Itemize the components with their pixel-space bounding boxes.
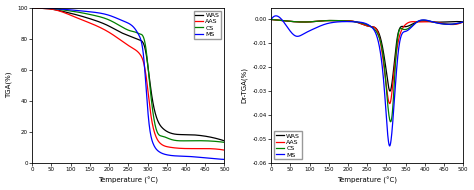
WAS (221, 140, 227, 142)
Legend: WAS, AAS, CS, MS: WAS, AAS, CS, MS (193, 11, 221, 39)
WAS (195, 134, 201, 136)
MS (34, 6, 40, 9)
AAS (221, 149, 227, 151)
CS (152, 123, 158, 125)
Line: CS: CS (271, 19, 463, 122)
Line: CS: CS (32, 7, 224, 142)
WAS (460, 21, 466, 23)
CS (388, 121, 393, 123)
CS (29, 6, 35, 9)
WAS (146, 72, 152, 75)
MS (391, 104, 397, 107)
MS (141, 60, 147, 62)
Line: MS: MS (271, 16, 463, 146)
MS (380, 72, 386, 74)
CS (280, 20, 286, 22)
AAS (146, 98, 152, 100)
MS (280, 20, 286, 22)
AAS (391, 74, 397, 76)
WAS (387, 90, 393, 92)
WAS (385, 81, 391, 83)
AAS (460, 21, 466, 23)
MS (146, 123, 152, 125)
WAS (391, 67, 397, 69)
WAS (434, 21, 439, 23)
MS (195, 156, 201, 158)
Line: AAS: AAS (271, 19, 463, 104)
CS (391, 92, 397, 94)
Line: MS: MS (32, 7, 224, 159)
MS (29, 6, 35, 9)
Line: WAS: WAS (271, 19, 463, 91)
X-axis label: Temperature (°C): Temperature (°C) (337, 177, 397, 184)
WAS (280, 20, 286, 22)
MS (385, 136, 391, 139)
WAS (141, 43, 146, 45)
Legend: WAS, AAS, CS, MS: WAS, AAS, CS, MS (274, 131, 302, 159)
MS (460, 21, 466, 23)
WAS (41, 7, 47, 10)
MS (387, 145, 392, 147)
Y-axis label: TGA(%): TGA(%) (6, 72, 12, 98)
CS (385, 103, 391, 105)
CS (434, 22, 439, 24)
CS (195, 140, 201, 142)
AAS (387, 102, 392, 105)
WAS (152, 110, 157, 112)
MS (273, 15, 279, 17)
CS (41, 6, 47, 9)
WAS (380, 47, 385, 49)
X-axis label: Temperature (°C): Temperature (°C) (98, 177, 158, 184)
CS (380, 51, 385, 54)
AAS (41, 7, 47, 10)
MS (414, 21, 420, 23)
AAS (195, 147, 201, 150)
MS (268, 18, 274, 21)
AAS (385, 95, 391, 97)
CS (268, 18, 274, 21)
Line: WAS: WAS (32, 8, 224, 141)
CS (34, 6, 40, 9)
AAS (268, 18, 274, 21)
CS (141, 38, 147, 40)
WAS (414, 21, 420, 23)
Y-axis label: Dr-TGA(%): Dr-TGA(%) (241, 67, 247, 103)
MS (221, 158, 227, 161)
AAS (175, 147, 181, 149)
WAS (268, 18, 274, 21)
AAS (152, 132, 157, 134)
CS (221, 141, 227, 143)
AAS (141, 62, 146, 65)
WAS (29, 6, 35, 9)
AAS (414, 21, 420, 23)
WAS (175, 133, 181, 136)
AAS (29, 6, 35, 9)
MS (175, 155, 181, 157)
CS (460, 21, 466, 23)
MS (434, 22, 440, 24)
CS (414, 21, 420, 23)
AAS (380, 55, 385, 58)
MS (152, 146, 158, 148)
AAS (434, 21, 439, 24)
MS (41, 7, 47, 9)
Line: AAS: AAS (32, 8, 224, 150)
CS (146, 77, 152, 79)
CS (175, 140, 181, 142)
AAS (280, 20, 286, 22)
